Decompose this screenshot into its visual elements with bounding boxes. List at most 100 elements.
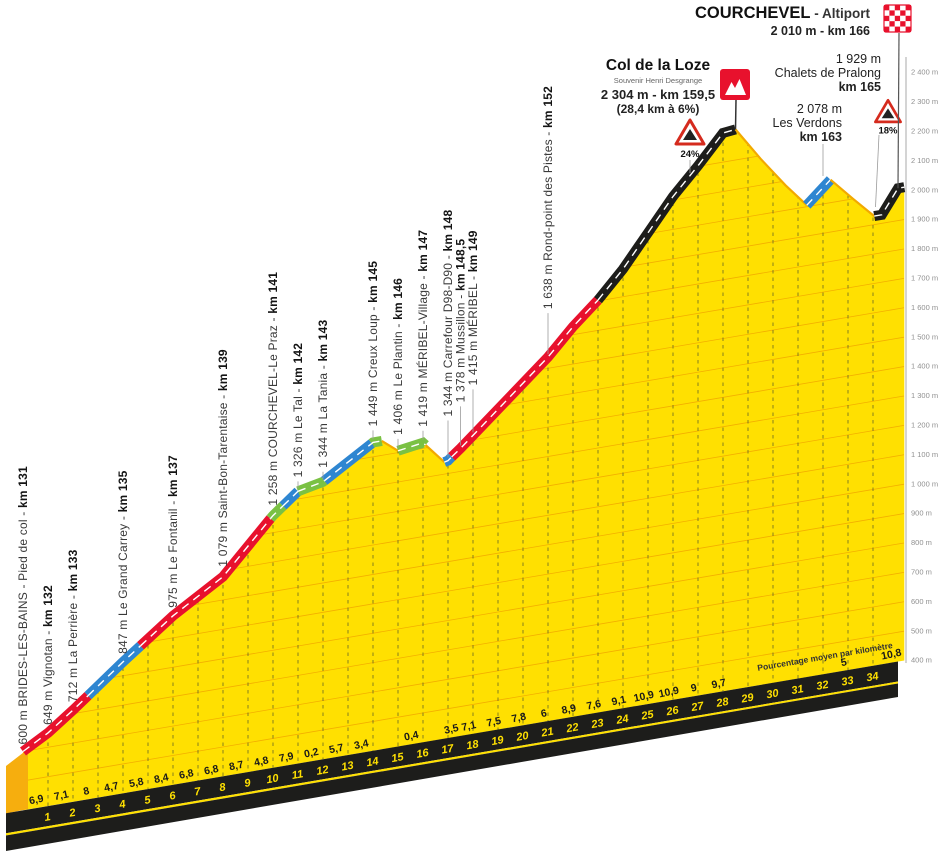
km-tick-label: 23 xyxy=(589,717,604,731)
waypoint-label: 1 326 m Le Tal - km 142 xyxy=(291,343,305,478)
km-tick-label: 3 xyxy=(93,803,101,816)
elevation-axis-label: 600 m xyxy=(911,597,932,606)
finish-title: COURCHEVEL xyxy=(695,4,811,22)
finish-flag-cell xyxy=(905,15,911,22)
elevation-axis-label: 1 100 m xyxy=(911,450,938,459)
waypoint-label: 1 415 m MÉRIBEL - km 149 xyxy=(465,230,480,385)
gradient-value-label: 7,6 xyxy=(585,698,602,713)
km-tick-label: 9 xyxy=(243,777,252,790)
km-tick-label: 33 xyxy=(840,675,854,689)
road-segment-descent xyxy=(381,439,399,452)
elevation-gridline xyxy=(23,542,905,694)
elevation-axis-label: 1 700 m xyxy=(911,274,938,283)
gradient-value-label: 9 xyxy=(690,682,698,695)
gradient-value-label: 6,9 xyxy=(28,793,45,808)
gradient-value-label: 8,7 xyxy=(228,759,245,774)
km-tick-label: 6 xyxy=(168,790,177,803)
gradient-value-label: 6 xyxy=(540,707,548,720)
summit-climb-stats: (28,4 km à 6%) xyxy=(616,102,700,116)
elevation-axis-label: 1 200 m xyxy=(911,421,938,430)
finish-flag-cell xyxy=(905,26,911,32)
verdons-name: Les Verdons xyxy=(772,116,843,130)
profile-area xyxy=(23,129,905,811)
km-tick-label: 2 xyxy=(67,807,76,820)
finish-flag-cell xyxy=(884,15,890,22)
elevation-axis-label: 500 m xyxy=(911,626,932,635)
km-tick-label: 21 xyxy=(539,726,554,740)
km-tick-label: 16 xyxy=(415,747,430,761)
summit-label-block: Col de la Loze Souvenir Henri Desgrange … xyxy=(560,57,756,116)
gradient-value-label: 0,4 xyxy=(403,729,420,744)
gradient-value-label: 9,1 xyxy=(610,694,627,709)
elevation-axis-label: 900 m xyxy=(911,509,932,518)
pralong-elevation: 1 929 m xyxy=(835,52,881,66)
road-segment-descent xyxy=(829,178,875,217)
finish-flag-cell xyxy=(884,10,890,16)
verdons-elevation: 2 078 m xyxy=(796,102,842,116)
waypoint-label: 1 449 m Creux Loup - km 145 xyxy=(366,261,380,427)
km-tick-label: 24 xyxy=(614,713,629,727)
elevation-axis-label: 1 000 m xyxy=(911,479,938,488)
elevation-gridline xyxy=(23,571,905,723)
km-tick-label: 14 xyxy=(365,755,379,769)
finish-flag-pole xyxy=(897,32,900,189)
gradient-value-label: 7,9 xyxy=(278,750,295,765)
waypoint-label: 649 m Vignotan - km 132 xyxy=(41,585,55,725)
finish-label-block: COURCHEVEL - Altiport 2 010 m - km 166 xyxy=(695,4,870,38)
summit-elevation-km: 2 304 m - km 159,5 xyxy=(600,87,716,102)
base-band-top xyxy=(6,661,898,834)
finish-flag-cell xyxy=(894,10,901,16)
base-band-sliver xyxy=(6,681,898,836)
km-tick-label: 17 xyxy=(440,743,455,757)
road-centerline xyxy=(269,505,284,520)
road-segment-green xyxy=(296,476,328,496)
elevation-axis-label: 700 m xyxy=(911,568,932,577)
elevation-axis-label: 400 m xyxy=(911,656,932,665)
gradient-value-label: 8,4 xyxy=(153,771,170,786)
road-segment-descent xyxy=(424,444,446,463)
finish-flag-cell xyxy=(905,10,911,16)
finish-flag-cell xyxy=(884,5,890,11)
waypoint-label: 847 m Le Grand Carrey - km 135 xyxy=(116,470,130,654)
summit-gradient-warning-mountain-icon xyxy=(683,129,697,140)
gradient-value-label: 6,8 xyxy=(203,763,220,778)
finish-flag-cell xyxy=(889,10,895,16)
km-tick-label: 27 xyxy=(689,700,705,714)
finish-flag-cell xyxy=(884,21,890,27)
road-segment-descent xyxy=(734,128,808,207)
km-tick-label: 28 xyxy=(714,696,730,710)
km-tick-label: 18 xyxy=(465,738,480,752)
km-tick-label: 25 xyxy=(639,709,655,723)
waypoint-label: 1 406 m Le Plantin - km 146 xyxy=(391,278,405,435)
waypoint-label: 1 258 m COURCHEVEL-Le Praz - km 141 xyxy=(266,272,280,506)
km-tick-label: 34 xyxy=(865,670,879,684)
km-tick-label: 7 xyxy=(193,786,202,799)
finish-flag-cell xyxy=(900,10,906,16)
finish-gradient-warning-mountain-icon xyxy=(881,108,895,119)
waypoint-label: 600 m BRIDES-LES-BAINS - Pied de col - k… xyxy=(16,466,30,745)
road-centerline xyxy=(397,442,426,452)
km-tick-label: 20 xyxy=(514,730,530,744)
road-centerline xyxy=(371,440,382,444)
elevation-gridline xyxy=(23,630,905,782)
start-cap xyxy=(6,749,28,814)
finish-flag-cell xyxy=(900,5,906,11)
gradient-value-label: 10,9 xyxy=(633,689,656,705)
km-tick-label: 30 xyxy=(765,687,780,701)
km-tick-label: 10 xyxy=(265,772,280,786)
gradient-value-label: 7,8 xyxy=(510,711,527,726)
elevation-axis-label: 1 900 m xyxy=(911,215,938,224)
elevation-axis-label: 800 m xyxy=(911,538,932,547)
summit-flag-pole xyxy=(734,99,737,130)
road-centerline xyxy=(22,695,89,753)
waypoint-label: 1 079 m Saint-Bon-Tarentaise - km 139 xyxy=(216,349,230,567)
elevation-axis-label: 2 200 m xyxy=(911,127,938,136)
finish-flag-cell xyxy=(900,15,906,22)
gradient-value-label: 6,8 xyxy=(178,767,195,782)
road-centerline xyxy=(451,299,599,458)
gradient-value-label: 3,4 xyxy=(353,737,370,752)
pralong-label-block: 1 929 m Chalets de Pralong km 165 xyxy=(775,52,881,94)
waypoint-label: 1 378 m Mussillon - km 148,5 xyxy=(454,239,468,403)
km-tick-label: 29 xyxy=(739,692,755,706)
